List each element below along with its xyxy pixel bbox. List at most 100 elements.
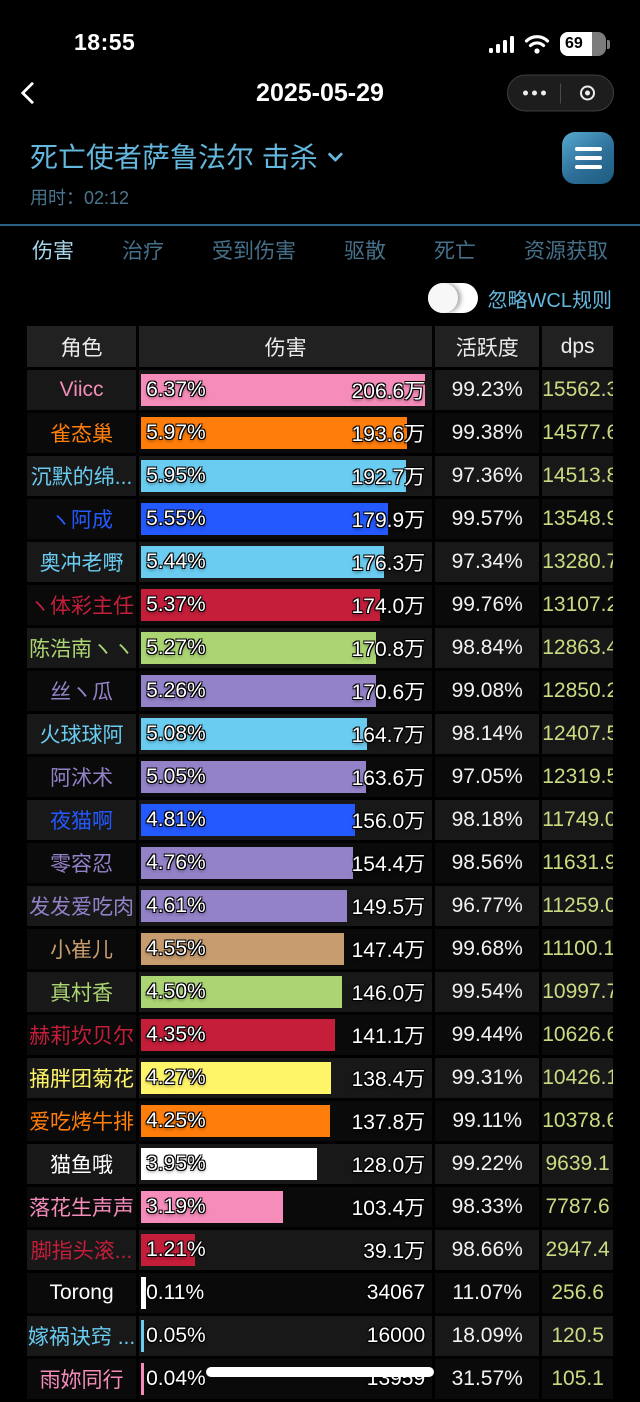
damage-bar (141, 1148, 318, 1180)
table-row[interactable]: 零容忍 4.76% 154.4万 98.56% 11631.9 (27, 843, 613, 883)
table-row[interactable]: 捅胖团菊花 4.27% 138.4万 99.31% 10426.1 (27, 1058, 613, 1098)
table-row[interactable]: 陈浩南ヽヽ 5.27% 170.8万 98.84% 12863.4 (27, 628, 613, 668)
duration-label: 用时： (30, 188, 84, 208)
activity-percent: 99.08% (435, 671, 540, 711)
player-name: 丝ヽ瓜 (27, 671, 137, 711)
header-activity: 活跃度 (435, 326, 540, 367)
damage-amount: 156.0万 (351, 810, 426, 833)
tab-1[interactable]: 伤害 (32, 239, 74, 263)
table-row[interactable]: Torong 0.11% 34067 11.07% 256.6 (27, 1273, 613, 1313)
table-row[interactable]: ヽ体彩主任 5.37% 174.0万 99.76% 13107.2 (27, 585, 613, 625)
player-name: 捅胖团菊花 (27, 1058, 137, 1098)
damage-bar (141, 1234, 196, 1266)
table-row[interactable]: 阿沭术 5.05% 163.6万 97.05% 12319.5 (27, 757, 613, 797)
damage-cell: 5.08% 164.7万 (139, 714, 433, 754)
damage-cell: 3.19% 103.4万 (139, 1187, 433, 1227)
player-name: 雨妳同行 (27, 1359, 137, 1399)
damage-bar (141, 761, 367, 793)
dps-value: 10378.6 (542, 1101, 613, 1141)
table-row[interactable]: Viicc 6.37% 206.6万 99.23% 15562.3 (27, 370, 613, 410)
capsule-divider (560, 83, 561, 103)
table-row[interactable]: 赫莉坎贝尔 4.35% 141.1万 99.44% 10626.6 (27, 1015, 613, 1055)
activity-percent: 97.05% (435, 757, 540, 797)
activity-percent: 99.54% (435, 972, 540, 1012)
damage-amount: 138.4万 (351, 1068, 426, 1091)
damage-percent: 0.04% (146, 1367, 206, 1390)
damage-cell: 5.27% 170.8万 (139, 628, 433, 668)
more-options-button[interactable] (508, 76, 560, 111)
damage-cell: 5.97% 193.6万 (139, 413, 433, 453)
horizontal-scrollbar[interactable] (206, 1367, 434, 1377)
damage-bar (141, 847, 354, 879)
table-row[interactable]: 奥冲老嘢 5.44% 176.3万 97.34% 13280.7 (27, 542, 613, 582)
damage-amount: 103.4万 (351, 1197, 426, 1220)
ignore-wcl-toggle[interactable] (427, 283, 478, 313)
table-row[interactable]: 夜猫啊 4.81% 156.0万 98.18% 11749.0 (27, 800, 613, 840)
tab-5[interactable]: 死亡 (434, 239, 476, 263)
table-row[interactable]: ヽ阿成 5.55% 179.9万 99.57% 13548.9 (27, 499, 613, 539)
table-row[interactable]: 丝ヽ瓜 5.26% 170.6万 99.08% 12850.2 (27, 671, 613, 711)
table-row[interactable]: 雀态巢 5.97% 193.6万 99.38% 14577.6 (27, 413, 613, 453)
table-row[interactable]: 嫁祸诀窍 ... 0.05% 16000 18.09% 120.5 (27, 1316, 613, 1356)
wifi-icon (524, 35, 550, 54)
table-row[interactable]: 沉默的绵... 5.95% 192.7万 97.36% 14513.8 (27, 456, 613, 496)
damage-percent: 5.37% (146, 593, 206, 616)
dps-value: 12407.5 (542, 714, 613, 754)
damage-amount: 170.8万 (351, 638, 426, 661)
tab-6[interactable]: 资源获取 (524, 239, 608, 263)
menu-button[interactable] (562, 132, 614, 184)
damage-bar (141, 374, 426, 406)
dps-value: 12319.5 (542, 757, 613, 797)
damage-percent: 4.76% (146, 851, 206, 874)
table-header-row: 角色 伤害 活跃度 dps (27, 326, 613, 367)
header-role: 角色 (27, 326, 137, 367)
damage-bar (141, 632, 377, 664)
table-row[interactable]: 火球球阿 5.08% 164.7万 98.14% 12407.5 (27, 714, 613, 754)
damage-percent: 4.25% (146, 1109, 206, 1132)
damage-percent: 5.27% (146, 636, 206, 659)
activity-percent: 97.36% (435, 456, 540, 496)
tab-4[interactable]: 驱散 (344, 239, 386, 263)
dps-value: 13107.2 (542, 585, 613, 625)
table-row[interactable]: 发发爱吃肉 4.61% 149.5万 96.77% 11259.0 (27, 886, 613, 926)
damage-amount: 170.6万 (351, 681, 426, 704)
damage-amount: 39.1万 (363, 1240, 426, 1263)
close-miniprogram-button[interactable] (561, 76, 613, 111)
tab-3[interactable]: 受到伤害 (212, 239, 296, 263)
damage-percent: 5.05% (146, 765, 206, 788)
activity-percent: 98.66% (435, 1230, 540, 1270)
cellular-signal-icon (488, 35, 514, 53)
damage-percent: 5.97% (146, 421, 206, 444)
player-name: ヽ体彩主任 (27, 585, 137, 625)
damage-cell: 4.35% 141.1万 (139, 1015, 433, 1055)
table-row[interactable]: 落花生声声 3.19% 103.4万 98.33% 7787.6 (27, 1187, 613, 1227)
activity-percent: 97.34% (435, 542, 540, 582)
header-dps: dps (542, 326, 613, 367)
header-damage: 伤害 (139, 326, 433, 367)
activity-percent: 11.07% (435, 1273, 540, 1313)
table-row[interactable]: 真村香 4.50% 146.0万 99.54% 10997.7 (27, 972, 613, 1012)
table-row[interactable]: 爱吃烤牛排 4.25% 137.8万 99.11% 10378.6 (27, 1101, 613, 1141)
status-icons: 69 (488, 32, 610, 56)
damage-percent: 4.27% (146, 1066, 206, 1089)
damage-percent: 0.11% (146, 1281, 205, 1304)
dps-value: 12850.2 (542, 671, 613, 711)
header-divider (0, 224, 640, 226)
damage-amount: 128.0万 (351, 1154, 426, 1177)
damage-cell: 4.25% 137.8万 (139, 1101, 433, 1141)
table-row[interactable]: 雨妳同行 0.04% 13959 31.57% 105.1 (27, 1359, 613, 1399)
damage-bar (141, 460, 407, 492)
damage-cell: 4.55% 147.4万 (139, 929, 433, 969)
damage-bar (141, 1320, 145, 1352)
damage-amount: 149.5万 (351, 896, 426, 919)
damage-bar (141, 1105, 331, 1137)
tab-2[interactable]: 治疗 (122, 239, 164, 263)
boss-selector[interactable]: 死亡使者萨鲁法尔 击杀 (30, 136, 610, 176)
dps-value: 10426.1 (542, 1058, 613, 1098)
damage-cell: 5.95% 192.7万 (139, 456, 433, 496)
table-row[interactable]: 脚指头滚... 1.21% 39.1万 98.66% 2947.4 (27, 1230, 613, 1270)
table-row[interactable]: 小崔儿 4.55% 147.4万 99.68% 11100.1 (27, 929, 613, 969)
table-row[interactable]: 猫鱼哦 3.95% 128.0万 99.22% 9639.1 (27, 1144, 613, 1184)
damage-bar (141, 1363, 145, 1395)
wcl-toggle-row: 忽略WCL规则 (0, 273, 640, 317)
